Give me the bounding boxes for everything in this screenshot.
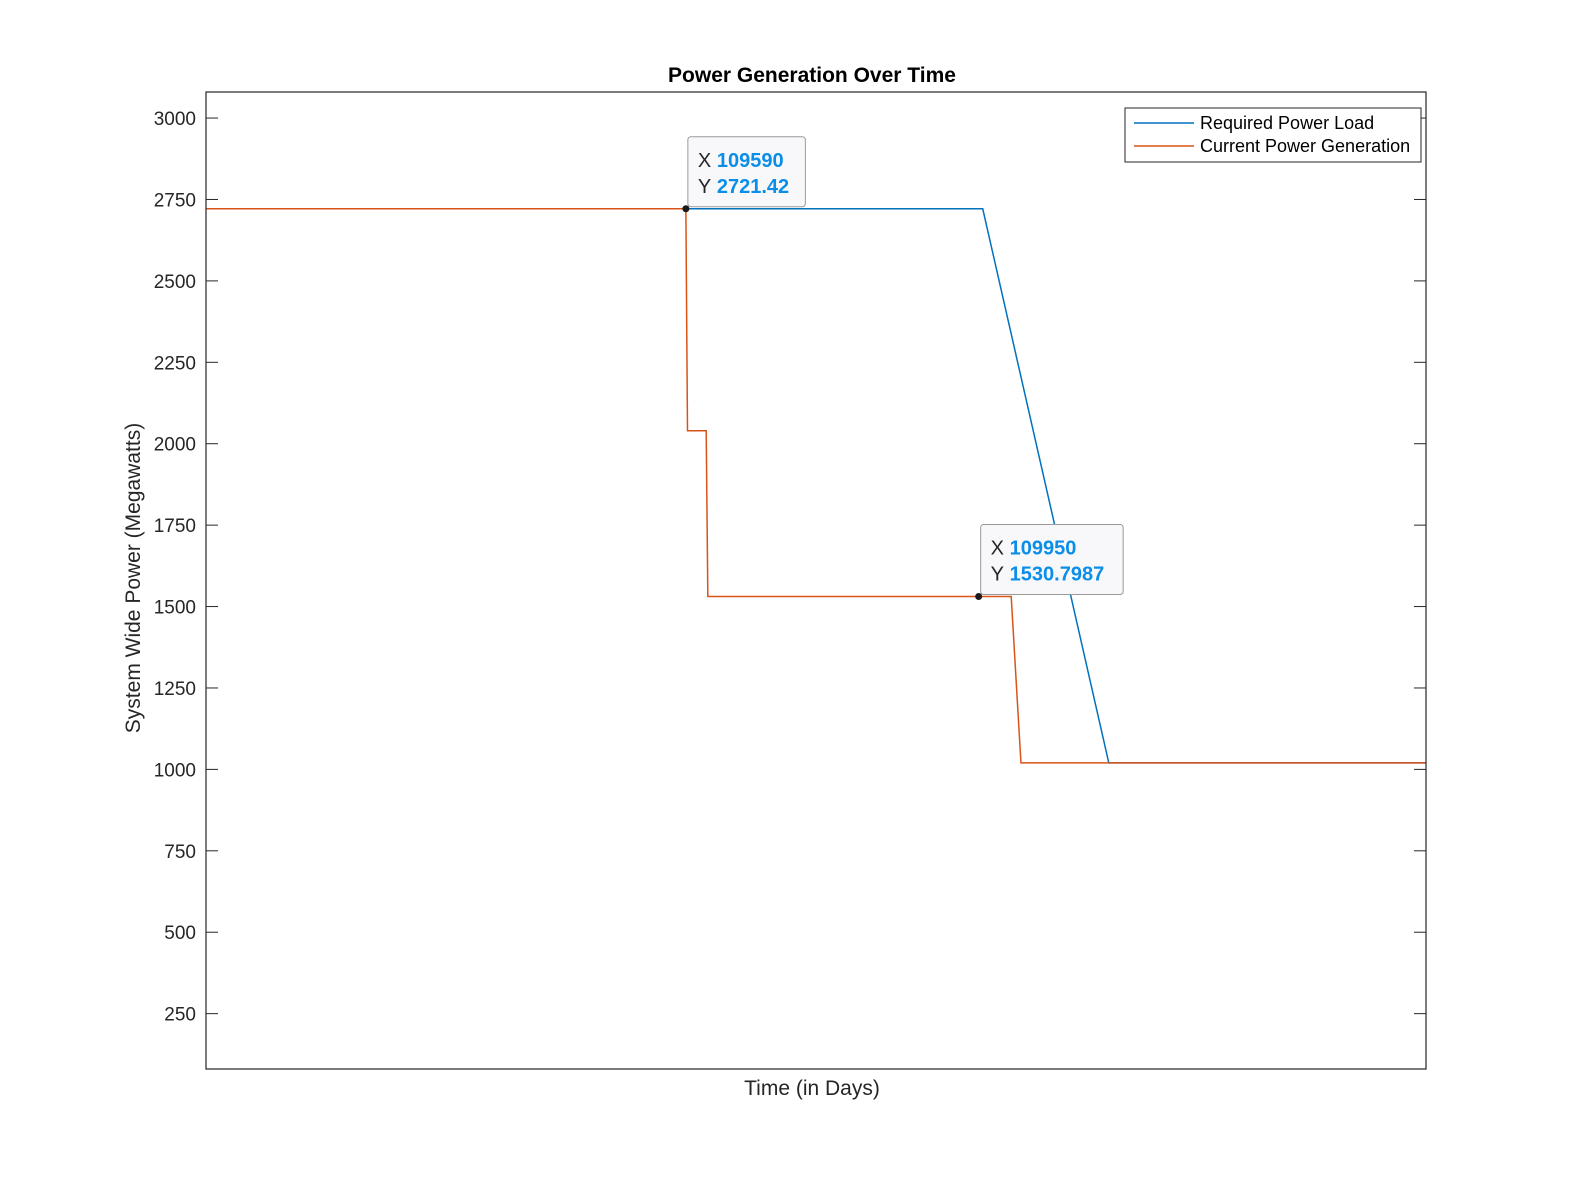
plot-area (206, 208, 1426, 764)
datatip-y-key: Y (698, 176, 711, 198)
y-axis-label: System Wide Power (Megawatts) (122, 423, 145, 733)
datatip-x-key: X (698, 150, 711, 172)
y-tick-label: 1000 (154, 760, 196, 781)
datatip-x-key: X (991, 538, 1004, 560)
legend[interactable]: Required Power Load Current Power Generat… (1124, 107, 1422, 163)
y-tick-label: 1250 (154, 679, 196, 700)
x-axis-label: Time (in Days) (744, 1077, 880, 1100)
series-line-2[interactable] (206, 208, 1426, 764)
datatips: X 109590 Y 2721.42 X 109950 Y 1530.7987 (682, 136, 1124, 601)
y-tick-label: 1750 (154, 516, 196, 537)
datatip-x-value: 109950 (1010, 538, 1077, 560)
datatip-y-value: 2721.42 (717, 176, 789, 198)
legend-box (1124, 107, 1422, 163)
y-tick-label: 750 (164, 842, 196, 863)
datatip-marker (682, 205, 690, 213)
y-tick-label: 1500 (154, 598, 196, 619)
y-tick-label: 2000 (154, 435, 196, 456)
y-tick-label: 3000 (154, 109, 196, 130)
datatip-1[interactable]: X 109590 Y 2721.42 (682, 136, 806, 213)
datatip-x-value: 109590 (717, 150, 784, 172)
y-tick-label: 2500 (154, 272, 196, 293)
y-tick-label: 2750 (154, 190, 196, 211)
datatip-marker (975, 593, 983, 601)
y-axis-ticks: 250 500 750 1000 1250 1500 1750 2000 2250 2500 275… (154, 109, 1426, 1026)
datatip-box (687, 136, 806, 208)
chart-title: Power Generation Over Time (668, 64, 956, 87)
datatip-y-key: Y (991, 564, 1004, 586)
y-tick-label: 250 (164, 1005, 196, 1026)
y-tick-label: 500 (164, 923, 196, 944)
legend-label-2: Current Power Generation (1200, 136, 1410, 156)
legend-label-1: Required Power Load (1200, 113, 1374, 133)
datatip-box (980, 524, 1124, 596)
datatip-y-value: 1530.7987 (1010, 564, 1105, 586)
y-tick-label: 2250 (154, 353, 196, 374)
datatip-2[interactable]: X 109950 Y 1530.7987 (975, 524, 1124, 601)
axes-box (205, 91, 1427, 1070)
